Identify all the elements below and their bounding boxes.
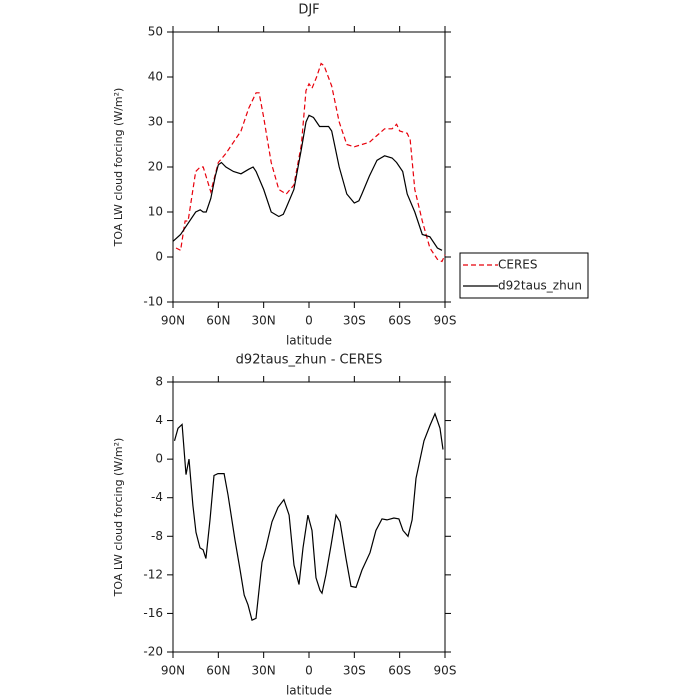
x-tick-label: 0 <box>305 314 313 328</box>
y-tick-label: 0 <box>155 250 163 264</box>
y-tick-label: -10 <box>143 295 163 309</box>
x-tick-label: 60N <box>206 664 230 678</box>
x-tick-label: 30N <box>252 664 276 678</box>
x-tick-label: 90N <box>161 664 185 678</box>
x-tick-label: 90S <box>434 314 457 328</box>
y-tick-label: -16 <box>143 606 163 620</box>
x-tick-label: 0 <box>305 664 313 678</box>
y-tick-label: 20 <box>148 160 163 174</box>
x-tick-label: 30S <box>343 664 366 678</box>
y-tick-label: 8 <box>155 375 163 389</box>
legend: CERES d92taus_zhun <box>459 252 589 299</box>
y-tick-label: -20 <box>143 645 163 659</box>
legend-box <box>459 252 589 299</box>
x-tick-label: 90N <box>161 314 185 328</box>
series-line <box>172 114 443 251</box>
chart-title: DJF <box>298 3 319 18</box>
y-tick-label: -4 <box>151 490 163 504</box>
x-tick-label: 60S <box>388 664 411 678</box>
x-tick-label: 90S <box>434 664 457 678</box>
y-tick-label: 50 <box>148 25 163 39</box>
y-axis-label: TOA LW cloud forcing (W/m²) <box>112 438 125 598</box>
x-axis-label: latitude <box>286 684 332 698</box>
y-tick-label: -12 <box>143 567 163 581</box>
legend-label: CERES <box>498 258 538 272</box>
y-tick-label: -8 <box>151 529 163 543</box>
x-tick-label: 60S <box>388 314 411 328</box>
y-axis-label: TOA LW cloud forcing (W/m²) <box>112 88 125 248</box>
y-tick-label: 0 <box>155 452 163 466</box>
y-tick-label: 10 <box>148 205 163 219</box>
y-tick-label: 40 <box>148 70 163 84</box>
legend-label: d92taus_zhun <box>498 279 582 293</box>
x-axis-label: latitude <box>286 334 332 348</box>
x-tick-label: 60N <box>206 314 230 328</box>
series-line <box>173 412 444 622</box>
y-tick-label: 30 <box>148 115 163 129</box>
x-tick-label: 30N <box>252 314 276 328</box>
x-tick-label: 30S <box>343 314 366 328</box>
plot-frame <box>172 31 446 303</box>
series-line <box>175 62 446 263</box>
y-tick-label: 4 <box>155 413 163 427</box>
chart-title: d92taus_zhun - CERES <box>236 353 383 368</box>
